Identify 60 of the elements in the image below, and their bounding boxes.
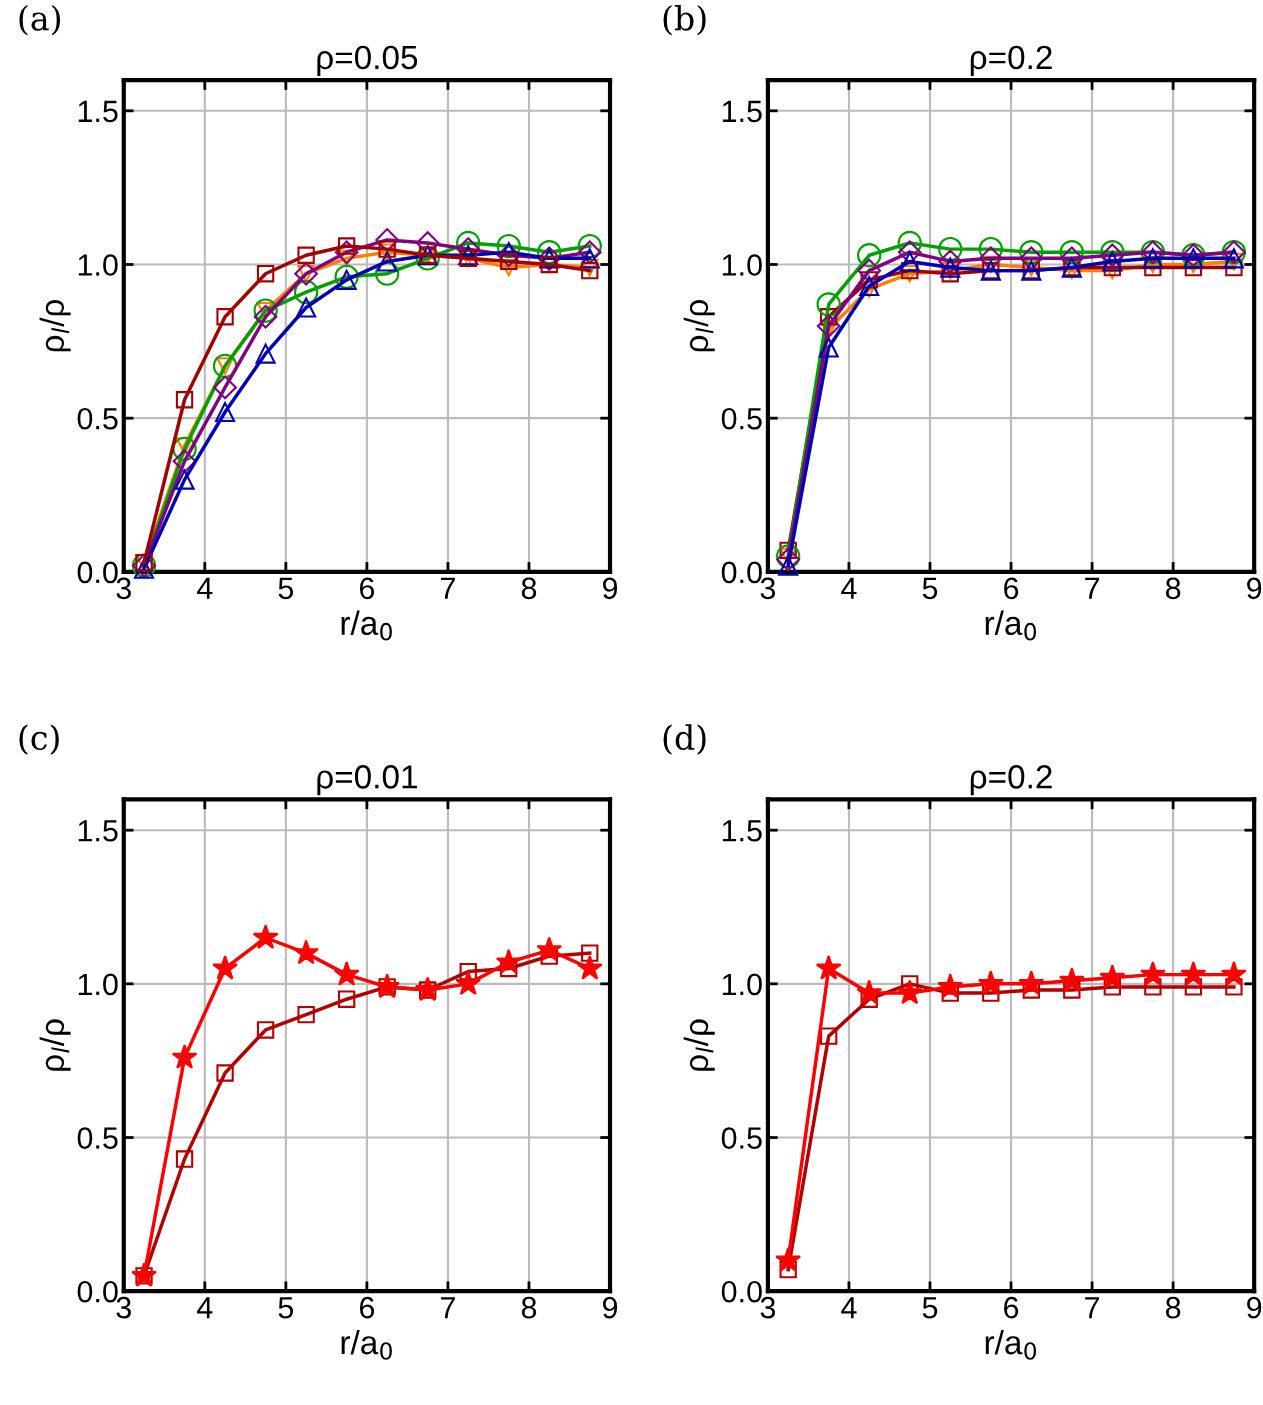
x-tick-label: 5 [922, 1297, 938, 1319]
x-axis-title: r/a$_{0}$ [341, 1329, 392, 1360]
x-tick-label: 8 [1165, 1296, 1181, 1319]
x-tick-label: 6 [359, 1296, 375, 1319]
y-axis-title: ρ$_{l}$/ρ [683, 299, 715, 352]
text: (b) [663, 4, 706, 36]
x-tick-label: 3 [116, 577, 131, 600]
x-tick-label: 6 [1004, 577, 1019, 600]
x-tick-label: 4 [197, 1297, 213, 1319]
x-tick-label: 7 [1085, 577, 1100, 599]
x-tick-label: 7 [441, 577, 455, 599]
x-tick-label: 4 [197, 577, 213, 599]
x-tick-label: 6 [1004, 1296, 1019, 1319]
y-tick-label: 1.5 [722, 820, 762, 842]
x-tick-label: 8 [1165, 577, 1181, 600]
x-tick-label: 6 [359, 577, 375, 600]
x-tick-label: 8 [521, 1296, 537, 1319]
y-tick-label: 1.0 [722, 254, 762, 276]
chart-title: ρ=0.01 [317, 765, 417, 796]
y-axis-title: ρ$_{l}$/ρ [39, 299, 71, 352]
y-tick-label: 1.5 [78, 820, 118, 842]
y-tick-label: 0.5 [721, 407, 762, 430]
x-tick-label: 9 [602, 1296, 618, 1319]
y-tick-label: 0.0 [77, 561, 118, 584]
x-tick-label: 3 [116, 1296, 131, 1319]
x-tick-label: 8 [521, 577, 537, 600]
text: (a) [19, 4, 61, 36]
y-axis-title: ρ$_{l}$/ρ [39, 1019, 71, 1071]
x-tick-label: 5 [278, 577, 294, 600]
chart-title: ρ=0.2 [970, 765, 1052, 796]
y-tick-label: 0.0 [721, 1280, 762, 1303]
y-tick-label: 0.5 [77, 1127, 118, 1149]
x-tick-label: 5 [278, 1297, 294, 1319]
x-tick-label: 3 [760, 1296, 776, 1319]
text: (d) [663, 724, 706, 755]
chart-title: ρ=0.2 [970, 45, 1052, 76]
y-tick-label: 1.0 [722, 973, 762, 996]
x-tick-label: 7 [441, 1297, 455, 1319]
x-tick-label: 9 [602, 577, 618, 600]
y-axis-title: ρ$_{l}$/ρ [683, 1019, 715, 1071]
x-tick-label: 3 [760, 577, 776, 600]
y-tick-label: 1.0 [78, 254, 118, 276]
chart-title: ρ=0.05 [317, 45, 418, 76]
x-tick-label: 7 [1085, 1297, 1100, 1319]
y-tick-label: 1.0 [78, 973, 118, 996]
x-tick-label: 5 [922, 577, 938, 600]
x-axis-title: r/a$_{0}$ [985, 1329, 1037, 1360]
x-tick-label: 4 [841, 1297, 857, 1319]
y-tick-label: 0.5 [77, 407, 118, 430]
x-axis-title: r/a$_{0}$ [341, 610, 392, 641]
y-tick-label: 0.0 [721, 561, 762, 584]
y-tick-label: 1.5 [722, 100, 762, 123]
text: (c) [19, 724, 59, 755]
y-tick-label: 0.0 [77, 1280, 118, 1303]
x-tick-label: 9 [1247, 577, 1262, 600]
y-tick-label: 1.5 [78, 100, 118, 123]
x-axis-title: r/a$_{0}$ [985, 610, 1037, 641]
x-tick-label: 9 [1247, 1296, 1262, 1319]
x-tick-label: 4 [841, 577, 857, 599]
y-tick-label: 0.5 [721, 1127, 762, 1149]
